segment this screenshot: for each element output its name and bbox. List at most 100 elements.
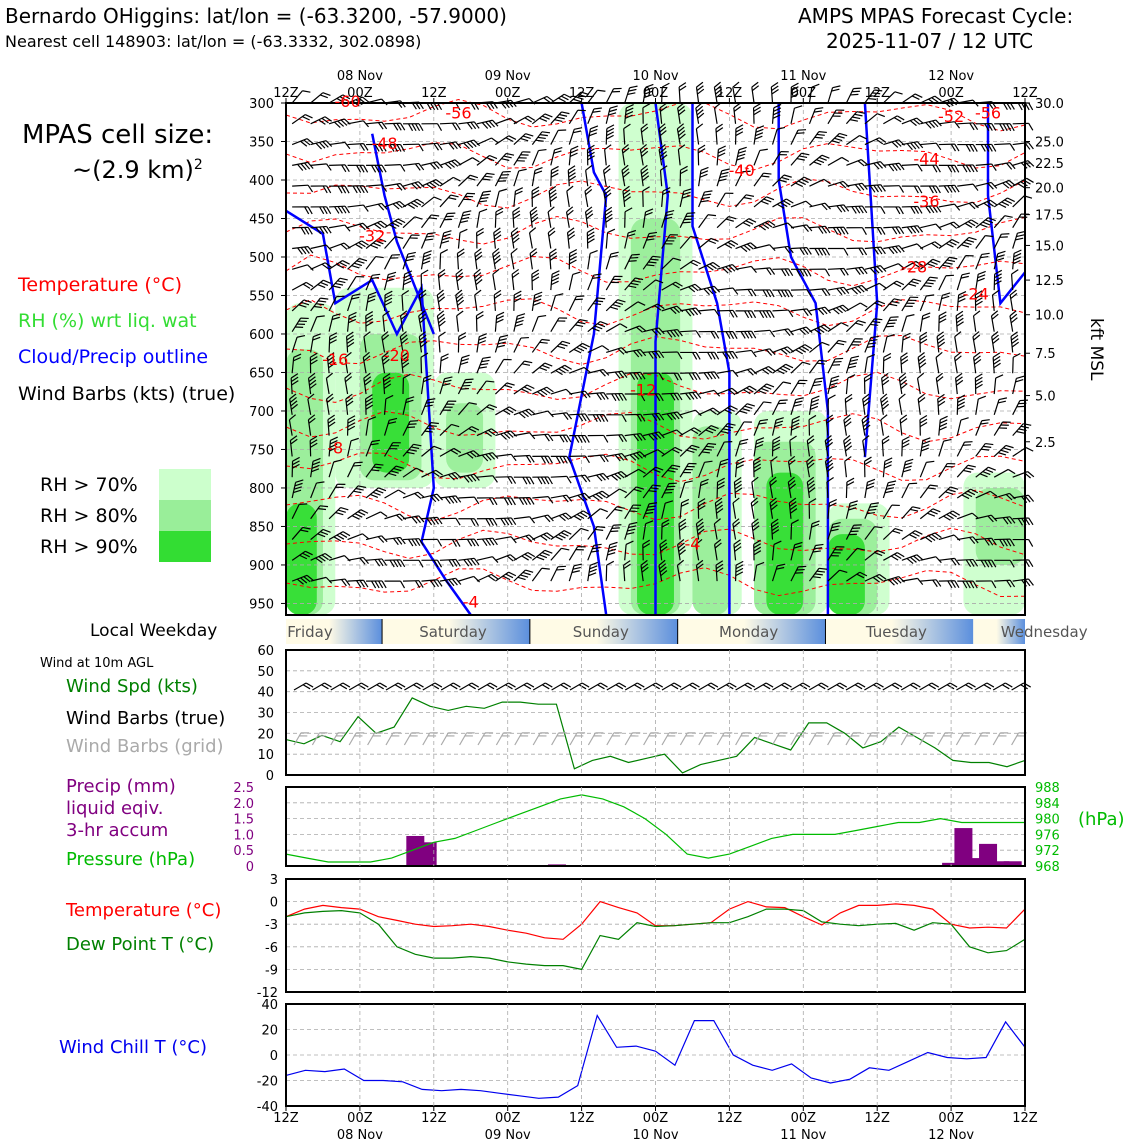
- wind-barb: [992, 352, 1001, 374]
- barb-flag: [496, 344, 505, 348]
- barb-staff: [864, 89, 875, 104]
- barb-flag: [651, 433, 658, 440]
- barb-flag: [753, 110, 761, 116]
- barb-flag: [565, 388, 573, 396]
- barb-flag: [392, 538, 399, 546]
- barb-staff: [310, 297, 321, 312]
- barb-staff: [808, 732, 817, 746]
- barb-flag: [1016, 735, 1025, 737]
- barb-flag: [481, 122, 489, 129]
- barb-flag: [689, 684, 697, 690]
- barb-staff: [568, 296, 577, 312]
- barb-flag: [501, 174, 510, 176]
- pressure-line: [285, 794, 1025, 863]
- barb-flag: [665, 488, 674, 491]
- barb-flag: [506, 431, 514, 438]
- barb-flag: [575, 324, 584, 327]
- barb-staff: [568, 510, 584, 520]
- wind-barb: [606, 453, 628, 462]
- barb-staff: [716, 216, 729, 229]
- barb-flag: [764, 221, 773, 228]
- wind-barb: [363, 331, 371, 353]
- wind-barb: [882, 504, 900, 520]
- barb-staff: [365, 487, 379, 499]
- barb-flag: [448, 732, 457, 734]
- barb-staff: [550, 295, 556, 312]
- barb-flag: [984, 559, 990, 568]
- barb-flag: [900, 355, 909, 362]
- barb-flag: [407, 251, 416, 255]
- barb-staff: [329, 578, 346, 582]
- wind-barb: [347, 275, 365, 291]
- wind-barb: [901, 93, 923, 104]
- barb-flag: [499, 177, 508, 179]
- barb-flag: [820, 325, 828, 332]
- barb-flag: [998, 735, 1007, 737]
- wind-barb: [328, 313, 341, 332]
- barb-flag: [558, 97, 566, 103]
- barb-flag: [787, 268, 794, 277]
- pressure-tick-label: 500: [249, 251, 274, 266]
- barb-flag: [895, 245, 902, 253]
- barb-flag: [351, 515, 360, 520]
- barb-flag: [913, 118, 921, 125]
- barb-flag: [825, 459, 833, 466]
- barb-flag: [987, 515, 994, 523]
- barb-flag: [398, 489, 406, 495]
- barb-flag: [811, 395, 820, 400]
- barb-flag: [492, 556, 499, 563]
- barb-flag: [528, 98, 536, 105]
- barb-staff: [495, 430, 511, 437]
- barb-flag: [289, 393, 297, 400]
- wind-barb: [772, 328, 794, 337]
- barb-flag: [775, 417, 784, 421]
- wind-barb: [753, 220, 776, 231]
- barb-staff: [604, 149, 607, 166]
- barb-staff: [513, 315, 518, 332]
- barb-flag: [1027, 160, 1035, 167]
- barb-flag: [672, 257, 682, 261]
- barb-staff: [329, 141, 346, 146]
- barb-flag: [766, 196, 775, 201]
- barb-staff: [864, 482, 869, 499]
- wind-barb: [365, 202, 388, 211]
- barb-flag: [642, 175, 650, 182]
- barb-staff: [307, 419, 312, 436]
- barb-staff: [846, 182, 863, 187]
- wind-barb: [384, 536, 406, 546]
- wind-barb: [846, 266, 868, 275]
- windchill-line: [285, 1014, 1026, 1099]
- barb-flag: [400, 144, 406, 152]
- barb-flag: [704, 460, 713, 463]
- wind-barb: [569, 413, 591, 422]
- barb-flag: [555, 293, 564, 297]
- barb-flag: [667, 469, 676, 473]
- wind-barb: [495, 406, 517, 416]
- barb-flag: [1010, 317, 1018, 324]
- barb-staff: [639, 149, 644, 166]
- barb-flag: [641, 150, 649, 157]
- wind-barb: [753, 348, 776, 356]
- barb-flag: [969, 580, 975, 589]
- wind-barb: [972, 331, 981, 353]
- barb-flag: [429, 162, 437, 170]
- barb-flag: [523, 684, 532, 690]
- wind-barb: [713, 81, 723, 104]
- barb-flag: [692, 682, 700, 688]
- wind-barb: [513, 187, 524, 207]
- wind-barb: [808, 498, 817, 519]
- barb-flag: [783, 200, 791, 206]
- barb-flag: [1013, 249, 1022, 254]
- wind-barb: [974, 290, 983, 311]
- barb-flag: [673, 329, 680, 337]
- barb-flag: [315, 142, 322, 150]
- barb-flag: [354, 735, 363, 737]
- barb-flag: [696, 81, 704, 88]
- barb-flag: [345, 393, 353, 400]
- wind-barb: [716, 369, 739, 378]
- barb-flag: [954, 351, 962, 358]
- barb-flag: [337, 509, 346, 513]
- barb-flag: [507, 100, 514, 108]
- barb-flag: [337, 185, 343, 194]
- barb-flag: [317, 283, 326, 289]
